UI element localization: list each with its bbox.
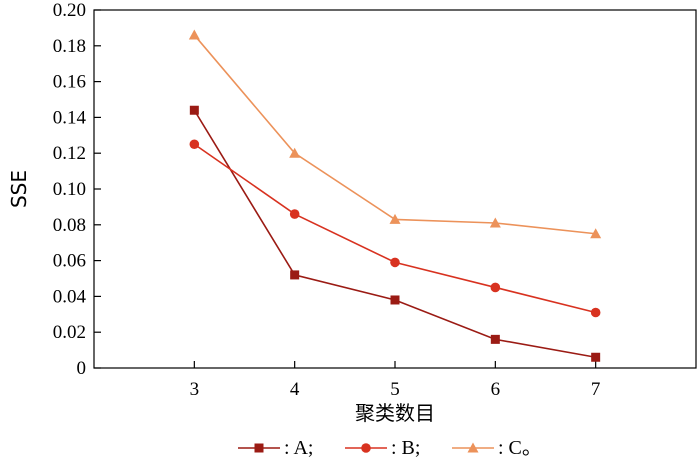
series-b-point (390, 257, 400, 268)
legend-label: : B; (391, 437, 420, 459)
y-tick-label: 0.12 (53, 143, 86, 164)
series-a-point (290, 270, 300, 280)
series-a-point (591, 352, 601, 362)
legend-label: : A; (284, 437, 313, 459)
x-tick-label: 6 (491, 379, 501, 400)
series-a (189, 105, 601, 362)
legend-item-a: : A; (238, 437, 313, 459)
series-group (188, 29, 602, 362)
y-tick-label: 0.18 (53, 36, 86, 57)
x-tick-label: 3 (190, 379, 200, 400)
series-b-point (590, 307, 601, 318)
y-tick-label: 0.16 (53, 72, 86, 93)
series-c-line (193, 34, 596, 235)
series-a-point (490, 334, 500, 344)
legend: : A; : B; : C。 (238, 437, 542, 459)
y-tick-label: 0.08 (53, 215, 86, 236)
series-c-point (289, 147, 301, 158)
series-a-point (390, 295, 400, 305)
series-b-line (193, 143, 596, 314)
series-b-point (490, 282, 501, 293)
series-b-point (289, 209, 300, 219)
legend-label: : C。 (498, 437, 542, 459)
legend-marker (254, 443, 264, 453)
y-axis-title: SSE (7, 170, 31, 208)
series-b (189, 139, 601, 318)
x-tick-label: 4 (290, 379, 300, 400)
x-tick-label: 5 (390, 379, 400, 400)
legend-item-c: : C。 (452, 437, 542, 459)
y-tick-label: 0.14 (53, 107, 87, 128)
series-a-point (189, 105, 199, 115)
legend-item-b: : B; (345, 437, 420, 459)
y-tick-label: 0 (77, 358, 87, 379)
series-c-point (489, 217, 501, 228)
x-axis-title: 聚类数目 (355, 401, 435, 425)
series-c-point (389, 213, 401, 224)
y-tick-label: 0.20 (53, 0, 86, 21)
series-b-point (189, 139, 200, 150)
series-a-line (193, 109, 596, 359)
y-tick-label: 0.02 (53, 322, 86, 343)
series-c-point (188, 29, 200, 40)
legend-marker (467, 442, 479, 453)
series-c (188, 29, 602, 239)
y-tick-label: 0.10 (53, 179, 86, 200)
plot-frame (93, 9, 697, 369)
y-tick-label: 0.06 (53, 251, 86, 272)
x-tick-label: 7 (591, 379, 601, 400)
legend-marker (361, 443, 371, 453)
y-tick-label: 0.04 (53, 286, 87, 307)
series-c-point (590, 228, 602, 239)
axis-ticks: 0 0.02 0.04 0.06 0.08 0.10 0.12 0.14 0.16 0.18 0.2… (53, 0, 601, 400)
